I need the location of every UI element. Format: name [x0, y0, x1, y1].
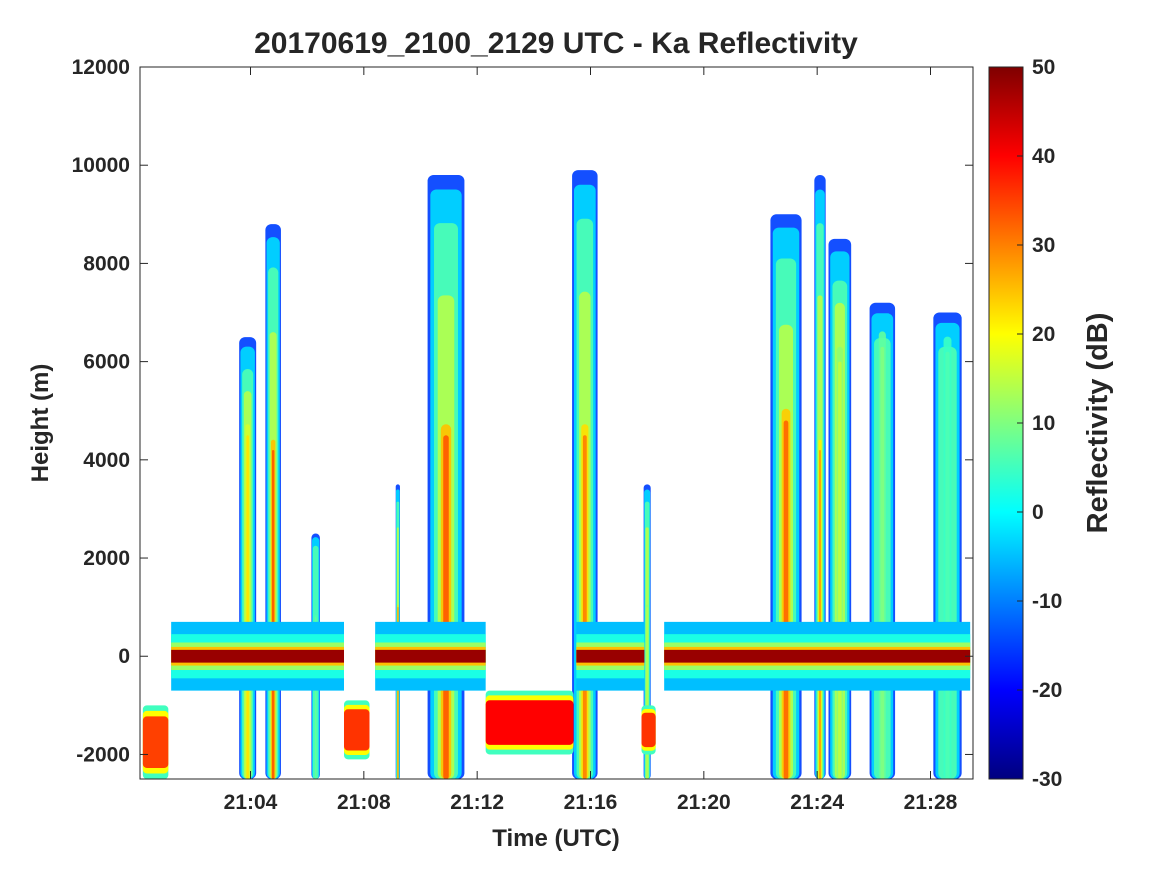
x-tick-label: 21:12 — [450, 791, 504, 814]
colorbar-tick-label: -30 — [1032, 768, 1062, 791]
y-tick-label: 4000 — [83, 449, 130, 472]
surface-layer — [664, 649, 971, 663]
below-ground-echo — [344, 700, 370, 760]
colorbar-tick-label: 40 — [1032, 145, 1055, 168]
y-axis-ticks: 12000 10000 8000 6000 4000 2000 0 -2000 — [72, 56, 973, 766]
surface-band — [171, 621, 344, 691]
colorbar-label: Reflectivity (dB) — [1082, 313, 1114, 534]
column-band — [271, 450, 275, 779]
surface-layer — [171, 649, 344, 663]
y-tick-label: 2000 — [83, 547, 130, 570]
y-tick-label: 0 — [118, 645, 130, 668]
precip-column — [770, 214, 802, 779]
below-ground-echo — [485, 690, 574, 755]
chart-title: 20170619_2100_2129 UTC - Ka Reflectivity — [254, 27, 858, 60]
column-band — [819, 450, 821, 779]
colorbar-tick-label: 30 — [1032, 234, 1055, 257]
y-axis-label: Height (m) — [27, 364, 54, 483]
precip-column — [265, 224, 281, 779]
y-tick-label: 6000 — [83, 351, 130, 374]
colorbar-tick-label: 10 — [1032, 412, 1055, 435]
x-tick-label: 21:08 — [337, 791, 391, 814]
surface-band — [576, 621, 645, 691]
plot-frame — [139, 66, 974, 780]
surface-band — [664, 621, 971, 691]
column-band — [880, 346, 885, 779]
surface-band — [375, 621, 486, 691]
x-tick-label: 21:16 — [564, 791, 618, 814]
x-tick-label: 21:24 — [790, 791, 844, 814]
x-axis-ticks: 21:04 21:08 21:12 21:16 21:20 21:24 21:28 — [224, 67, 958, 814]
precip-column — [828, 238, 852, 779]
colorbar-tick-label: 0 — [1032, 501, 1044, 524]
x-tick-label: 21:20 — [677, 791, 731, 814]
column-band — [838, 361, 842, 779]
x-tick-label: 21:04 — [224, 791, 278, 814]
column-band — [443, 435, 449, 779]
colorbar-tick-label: -20 — [1032, 679, 1062, 702]
below-ground-echo — [641, 705, 656, 755]
surface-layer — [576, 649, 645, 663]
y-tick-label: 10000 — [72, 154, 130, 177]
column-band — [945, 351, 950, 779]
y-tick-label: 12000 — [72, 56, 130, 79]
surface-layer — [375, 649, 486, 663]
echo-layer — [344, 709, 370, 751]
x-axis-label: Time (UTC) — [492, 825, 620, 852]
y-tick-label: 8000 — [83, 252, 130, 275]
echo-layer — [142, 716, 169, 768]
colorbar-tick-label: 50 — [1032, 56, 1055, 79]
colorbar-ticks: 50 40 30 20 10 0 -10 -20 -30 — [1017, 56, 1062, 791]
colorbar-tick-label: -10 — [1032, 590, 1062, 613]
column-band — [246, 435, 249, 779]
echo-layer — [641, 712, 656, 748]
colorbar-tick-label: 20 — [1032, 323, 1055, 346]
precip-column — [869, 302, 896, 779]
precip-column — [933, 312, 962, 779]
y-tick-label: -2000 — [76, 743, 130, 766]
column-band — [582, 435, 587, 779]
reflectivity-data — [142, 170, 971, 779]
column-band — [783, 420, 789, 779]
echo-layer — [485, 700, 574, 745]
x-tick-label: 21:28 — [904, 791, 958, 814]
below-ground-echo — [142, 705, 169, 779]
precip-column — [239, 337, 257, 779]
